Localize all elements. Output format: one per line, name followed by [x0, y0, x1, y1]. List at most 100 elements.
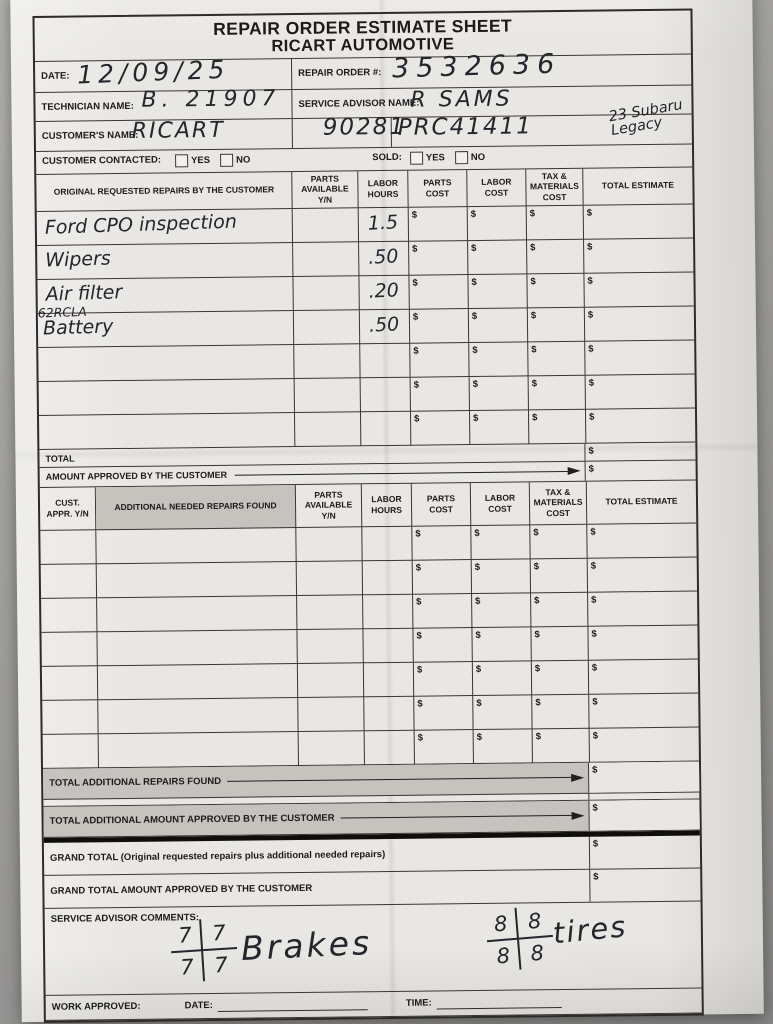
tire-measurement: 8 [529, 940, 545, 966]
total-estimate-cell: $ [588, 591, 698, 627]
customer-contacted-yes-label: YES [190, 155, 211, 167]
tax-materials-cost-cell: $ [532, 694, 590, 730]
handwritten-labor-hours: 1.5 [367, 211, 399, 235]
labor-cost-cell: $ [468, 274, 528, 309]
dollar-sign: $ [592, 730, 599, 742]
tax-materials-cost-cell: $ [527, 307, 586, 343]
dollar-sign: $ [471, 242, 477, 254]
dollar-sign: $ [413, 413, 420, 425]
dollar-sign: $ [412, 311, 419, 323]
handwritten-repair-line-1: 62RCLA [37, 303, 87, 321]
additional-repairs-rows: $ $ $ $ $ $ $ $ $ $ $ $ $ $ $ $ $ $ $ $ $ $ $ $ $ $ $ $ [40, 523, 699, 769]
dollar-sign: $ [534, 628, 540, 641]
dollar-sign: $ [472, 378, 479, 390]
total-estimate-cell: $ [588, 659, 699, 695]
header-original-repairs: ORIGINAL REQUESTED REPAIRS BY THE CUSTOM… [36, 171, 293, 212]
labor-hours-cell [364, 730, 415, 765]
dollar-sign: $ [417, 698, 423, 710]
handwritten-labor-hours: .50 [368, 313, 400, 337]
cust-appr-cell [40, 564, 98, 599]
parts-cost-cell: $ [410, 342, 470, 378]
parts-available-cell [293, 242, 360, 277]
dollar-sign: $ [591, 594, 597, 606]
labor-cost-cell: $ [469, 342, 529, 377]
checkbox-customer-contacted-yes [174, 154, 189, 168]
sold-yes-label: YES [425, 152, 445, 164]
handwritten-labor-hours: .20 [368, 279, 400, 303]
repair-order-number-label: REPAIR ORDER #: [298, 66, 382, 79]
dollar-sign: $ [587, 241, 593, 253]
dollar-sign: $ [592, 696, 598, 708]
total-estimate-cell: $ [583, 204, 694, 240]
header-labor-cost: LABOR COST [470, 482, 531, 526]
labor-cost-cell: $ [468, 240, 528, 275]
checkbox-sold-no [454, 151, 468, 165]
total-estimate-cell: $ [589, 693, 699, 729]
total-additional-found-cell: $ [587, 761, 700, 793]
repair-description-cell [38, 378, 295, 416]
parts-cost-cell: $ [413, 627, 473, 663]
header-tax-materials-cost: TAX & MATERIALS COST [526, 168, 584, 207]
dollar-sign: $ [417, 732, 424, 744]
parts-cost-cell: $ [410, 410, 471, 446]
dollar-sign: $ [475, 629, 481, 641]
dollar-sign: $ [533, 560, 540, 573]
repair-order-estimate-form: REPAIR ORDER ESTIMATE SHEET RICART AUTOM… [32, 8, 704, 1023]
cust-appr-cell [41, 665, 99, 701]
header-labor-cost: LABOR COST [467, 169, 527, 207]
header-labor-hours: LABOR HOURS [361, 483, 413, 527]
tax-materials-cost-cell: $ [527, 239, 585, 275]
amount-approved-cell: $ [584, 460, 696, 481]
parts-cost-cell: $ [414, 729, 474, 765]
labor-hours-cell [362, 560, 414, 595]
handwritten-repair: Wipers [44, 247, 112, 272]
total-additional-approved-cell: $ [588, 799, 700, 831]
brake-measurement: 7 [201, 916, 238, 951]
parts-cost-cell: $ [412, 525, 472, 561]
total-estimate-cell: $ [585, 408, 696, 444]
parts-available-cell [297, 628, 364, 664]
tax-materials-cost-cell: $ [528, 409, 587, 445]
repair-description-cell [38, 412, 296, 450]
tax-materials-cost-cell: $ [532, 728, 590, 764]
handwritten-customer-name: RICART [131, 117, 225, 144]
additional-repair-description-cell [96, 561, 298, 598]
labor-cost-cell: $ [472, 593, 532, 628]
parts-available-cell [297, 594, 364, 630]
amount-column-continuation [588, 792, 700, 800]
dollar-sign: $ [588, 377, 595, 389]
dollar-sign: $ [530, 242, 536, 254]
handwritten-tire-measurements: 8 8 8 8 [484, 904, 556, 972]
parts-cost-cell: $ [413, 593, 473, 629]
dollar-sign: $ [588, 445, 594, 457]
labor-hours-cell [363, 662, 415, 697]
tax-materials-cost-cell: $ [528, 341, 586, 377]
additional-repair-description-cell [97, 663, 299, 700]
cust-appr-cell [42, 733, 99, 769]
repair-description-cell: Ford CPO inspection [36, 208, 294, 246]
dollar-sign: $ [535, 730, 542, 743]
time-signature-line [436, 995, 562, 1010]
dollar-sign: $ [471, 276, 477, 288]
dollar-sign: $ [471, 310, 478, 322]
total-estimate-cell: $ [584, 238, 694, 274]
handwritten-technician-name: B. 21907 [141, 85, 281, 113]
labor-cost-cell: $ [471, 525, 531, 560]
header-total-estimate: TOTAL ESTIMATE [583, 167, 693, 206]
total-additional-found-label: TOTAL ADDITIONAL REPAIRS FOUND [49, 776, 222, 790]
parts-cost-cell: $ [410, 376, 470, 412]
dollar-sign: $ [535, 696, 541, 709]
dollar-sign: $ [411, 209, 418, 221]
labor-hours-cell [360, 343, 411, 378]
parts-cost-cell: $ [408, 206, 469, 242]
service-advisor-comments: SERVICE ADVISOR COMMENTS: 7 7 7 7 Brakes… [44, 901, 702, 996]
arrow-right-icon [227, 773, 585, 785]
total-estimate-cell: $ [585, 374, 695, 410]
dollar-sign: $ [412, 277, 418, 289]
handwritten-repair: Air filter [45, 280, 123, 306]
technician-name-field: TECHNICIAN NAME: B. 21907 [35, 86, 291, 121]
labor-cost-cell: $ [468, 308, 529, 343]
handwritten-reference-code: PRC41411 [397, 113, 533, 141]
dollar-sign: $ [591, 628, 597, 640]
handwritten-repair: Ford CPO inspection [44, 210, 238, 239]
